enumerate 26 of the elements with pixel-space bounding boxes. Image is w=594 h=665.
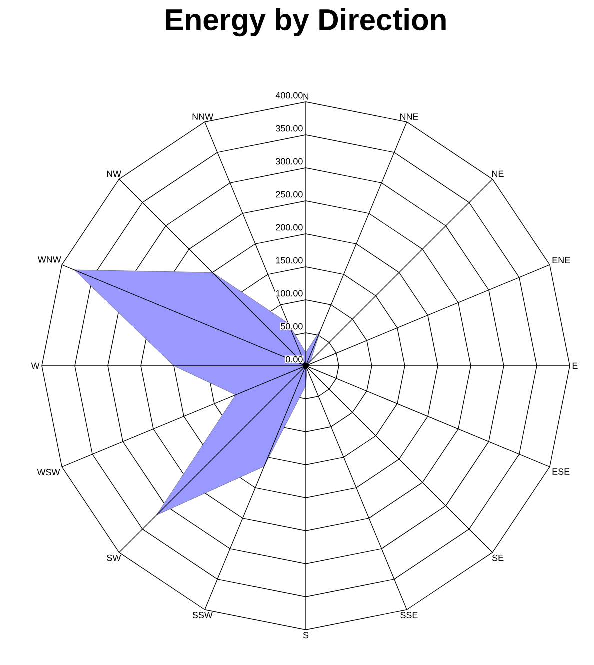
- y-tick-label: 300.00: [276, 158, 303, 165]
- spoke-label: ESE: [552, 468, 570, 475]
- y-tick-label: 250.00: [276, 191, 303, 198]
- spoke-label: WSW: [37, 469, 60, 476]
- y-tick-label: 0.00: [286, 356, 303, 363]
- spoke-label: NW: [107, 170, 122, 178]
- spoke-label: ENE: [552, 257, 570, 264]
- spoke-label: NE: [492, 170, 504, 178]
- chart-title: Energy by Direction: [166, 8, 446, 37]
- spoke-label: S: [303, 632, 309, 639]
- spoke-label: WNW: [38, 256, 62, 263]
- spoke-label: E: [572, 362, 578, 370]
- y-tick-label: 350.00: [276, 125, 303, 132]
- spoke-label: SSW: [192, 612, 213, 618]
- y-tick-label: 400.00: [276, 92, 303, 99]
- y-tick-label: 50.00: [281, 323, 303, 330]
- y-tick-label: 200.00: [276, 224, 303, 231]
- spoke-label: NNE: [400, 114, 418, 120]
- y-tick-label: 100.00: [276, 290, 303, 297]
- spoke-label: W: [31, 362, 40, 370]
- spoke-label: N: [303, 94, 309, 100]
- spoke-label: SW: [107, 554, 122, 562]
- spoke-label: NNW: [192, 114, 214, 120]
- spoke-label: SSE: [400, 612, 418, 618]
- spoke-label: SE: [492, 554, 504, 562]
- y-tick-label: 150.00: [276, 257, 303, 264]
